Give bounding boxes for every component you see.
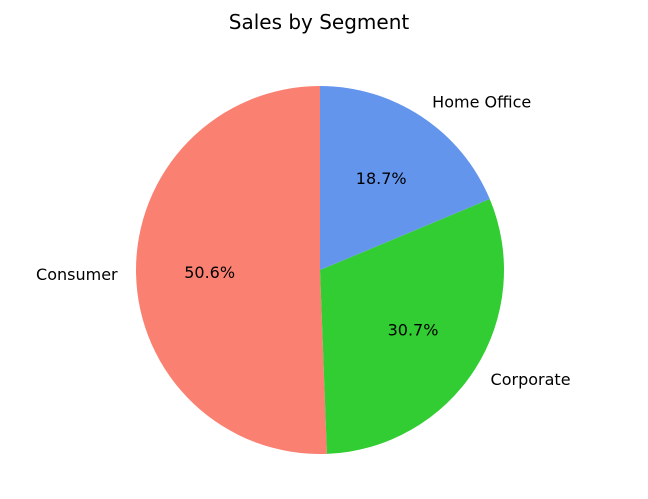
chart-title: Sales by Segment: [229, 10, 410, 34]
slice-label-home-office: Home Office: [432, 93, 531, 112]
pie-slice-consumer: [136, 86, 327, 454]
slice-percent-consumer: 50.6%: [184, 263, 235, 282]
slice-label-consumer: Consumer: [36, 265, 118, 284]
slice-percent-home-office: 18.7%: [356, 169, 407, 188]
pie-labels: Consumer 50.6% Corporate 30.7% Home Office 18…: [36, 93, 570, 389]
slice-percent-corporate: 30.7%: [388, 320, 439, 339]
pie-slice-home-office: [320, 86, 490, 270]
pie-slice-corporate: [320, 199, 504, 454]
pie-slices: [136, 86, 504, 454]
slice-label-corporate: Corporate: [491, 370, 571, 389]
